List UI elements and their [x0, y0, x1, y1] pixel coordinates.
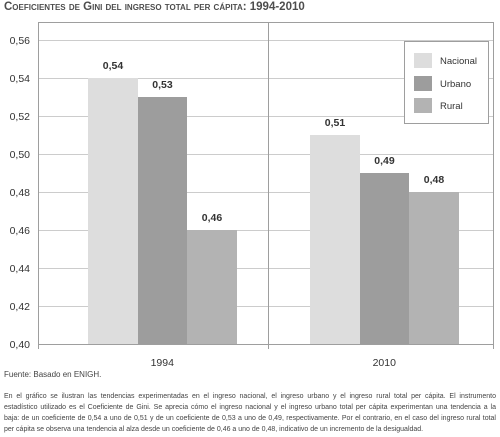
chart-description: En el gráfico se ilustran las tendencias… [4, 391, 496, 435]
y-tick-label: 0,40 [10, 339, 31, 351]
description-line: baja: de un coeficiente de 0,54 a uno de… [4, 415, 496, 422]
legend-item-urbano: Urbano [414, 76, 471, 91]
y-tick-label: 0,54 [10, 73, 31, 85]
y-tick-label: 0,50 [10, 149, 31, 161]
data-label-rural-2010: 0,48 [424, 174, 445, 186]
y-tick-label: 0,46 [10, 225, 31, 237]
bar-urbano-1994 [138, 97, 187, 344]
legend-label-urbano: Urbano [440, 79, 471, 90]
x-axis-labels: 1994 2010 [151, 357, 397, 369]
y-tick-label: 0,56 [10, 35, 31, 47]
gini-bar-chart: 0,540,510,530,490,460,48 0,400,420,440,4… [10, 22, 494, 369]
y-tick-label: 0,48 [10, 187, 31, 199]
source-note: Fuente: Basado en ENIGH. [4, 370, 102, 379]
data-label-urbano-1994: 0,53 [152, 79, 173, 91]
chart-title: Coeficientes de Gini del ingreso total p… [4, 1, 305, 13]
x-tick-label-2010: 2010 [373, 357, 397, 369]
bar-rural-1994 [187, 230, 237, 344]
bar-urbano-2010 [360, 173, 409, 344]
bar-nacional-2010 [310, 135, 360, 344]
legend: Nacional Urbano Rural [404, 41, 489, 124]
x-tick-label-1994: 1994 [151, 357, 175, 369]
legend-swatch-urbano [414, 76, 432, 91]
legend-label-nacional: Nacional [440, 56, 477, 67]
legend-item-rural: Rural [414, 98, 463, 113]
legend-swatch-rural [414, 98, 432, 113]
y-tick-label: 0,42 [10, 301, 31, 313]
bars [88, 78, 459, 344]
bar-nacional-1994 [88, 78, 138, 344]
legend-label-rural: Rural [440, 101, 463, 112]
data-label-nacional-1994: 0,54 [103, 60, 124, 72]
description-line: estadístico utilizado es el Coeficiente … [4, 404, 496, 411]
y-tick-label: 0,52 [10, 111, 31, 123]
legend-swatch-nacional [414, 53, 432, 68]
plot-frame [38, 22, 494, 345]
bar-rural-2010 [409, 192, 459, 344]
data-labels: 0,54 0,51 0,53 0,49 0,46 0,48 [103, 60, 445, 224]
description-line: per cápita se observa una tendencia al a… [4, 426, 424, 433]
description-line: En el gráfico se ilustran las tendencias… [4, 393, 496, 400]
y-axis-labels: 0,40 0,42 0,44 0,46 0,48 0,50 0,52 0,54 0,56 [10, 35, 31, 351]
data-label-nacional-2010: 0,51 [325, 117, 346, 129]
data-label-urbano-2010: 0,49 [374, 155, 395, 167]
data-label-rural-1994: 0,46 [202, 212, 223, 224]
y-tick-label: 0,44 [10, 263, 31, 275]
legend-item-nacional: Nacional [414, 53, 477, 68]
